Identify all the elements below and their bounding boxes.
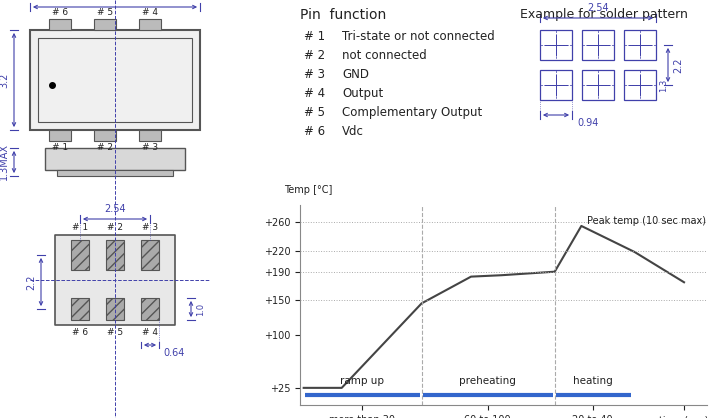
Bar	[141, 298, 159, 320]
Bar	[139, 19, 161, 30]
Text: 2.54: 2.54	[104, 204, 126, 214]
Text: # 4: # 4	[304, 87, 325, 100]
Text: # 5: # 5	[107, 328, 123, 337]
Text: # 3: # 3	[142, 143, 158, 152]
Text: Do not design any conductive path between the pattern: Do not design any conductive path betwee…	[300, 215, 633, 228]
Bar	[624, 30, 656, 60]
Bar	[94, 19, 116, 30]
Bar	[624, 70, 656, 100]
Bar	[71, 298, 89, 320]
Text: # 1: # 1	[72, 223, 88, 232]
Text: # 6: # 6	[52, 8, 68, 17]
Text: 3.2: 3.2	[0, 72, 9, 88]
Text: 2.2: 2.2	[673, 57, 683, 73]
Bar	[139, 130, 161, 141]
Text: preheating: preheating	[459, 377, 516, 387]
Text: Vdc: Vdc	[342, 125, 364, 138]
Text: 2.2: 2.2	[26, 274, 36, 290]
Text: # 4: # 4	[142, 8, 158, 17]
Text: 1.3MAX: 1.3MAX	[0, 143, 9, 181]
Text: # 6: # 6	[304, 125, 325, 138]
Bar	[55, 235, 175, 325]
Text: # 3: # 3	[304, 68, 325, 81]
Bar	[30, 30, 200, 130]
Text: ramp up: ramp up	[341, 377, 384, 387]
Text: # 5: # 5	[97, 8, 113, 17]
Text: GND: GND	[342, 68, 369, 81]
Text: # 6: # 6	[72, 328, 88, 337]
Bar	[106, 298, 124, 320]
Text: not connected: not connected	[342, 49, 427, 62]
Text: Pin  function: Pin function	[300, 8, 386, 22]
Text: # 5: # 5	[304, 106, 325, 119]
Text: # 2: # 2	[97, 143, 113, 152]
Bar	[582, 70, 614, 100]
Bar	[49, 19, 71, 30]
Text: Example for solder pattern: Example for solder pattern	[520, 8, 688, 21]
Bar	[106, 240, 124, 270]
Text: # 4: # 4	[142, 328, 158, 337]
Bar	[49, 130, 71, 141]
Bar	[45, 148, 185, 170]
Bar	[38, 38, 192, 122]
Bar	[582, 30, 614, 60]
Text: # 2: # 2	[304, 49, 325, 62]
Bar	[540, 30, 572, 60]
Text: Example for IR reflow soldering temperature: Example for IR reflow soldering temperat…	[300, 232, 651, 246]
Text: Temp [°C]: Temp [°C]	[283, 185, 332, 195]
Text: 0.64: 0.64	[163, 348, 184, 358]
Text: Output: Output	[342, 87, 383, 100]
Text: # 2: # 2	[107, 223, 123, 232]
Text: 2.54: 2.54	[587, 3, 609, 13]
Bar	[141, 240, 159, 270]
Text: # 1: # 1	[52, 143, 68, 152]
Text: Complementary Output: Complementary Output	[342, 106, 482, 119]
Bar	[540, 70, 572, 100]
Text: 1.3: 1.3	[659, 79, 668, 92]
Text: 0.94: 0.94	[577, 118, 598, 128]
Text: # 3: # 3	[142, 223, 158, 232]
Text: Tri-state or not connected: Tri-state or not connected	[342, 30, 495, 43]
Bar	[94, 130, 116, 141]
Text: 1.0: 1.0	[196, 303, 205, 316]
Text: heating: heating	[573, 377, 613, 387]
Text: # 1: # 1	[304, 30, 325, 43]
Bar	[57, 170, 173, 176]
Bar	[71, 240, 89, 270]
Text: 5.0: 5.0	[107, 0, 123, 2]
Text: Peak temp (10 sec max): Peak temp (10 sec max)	[587, 216, 705, 226]
